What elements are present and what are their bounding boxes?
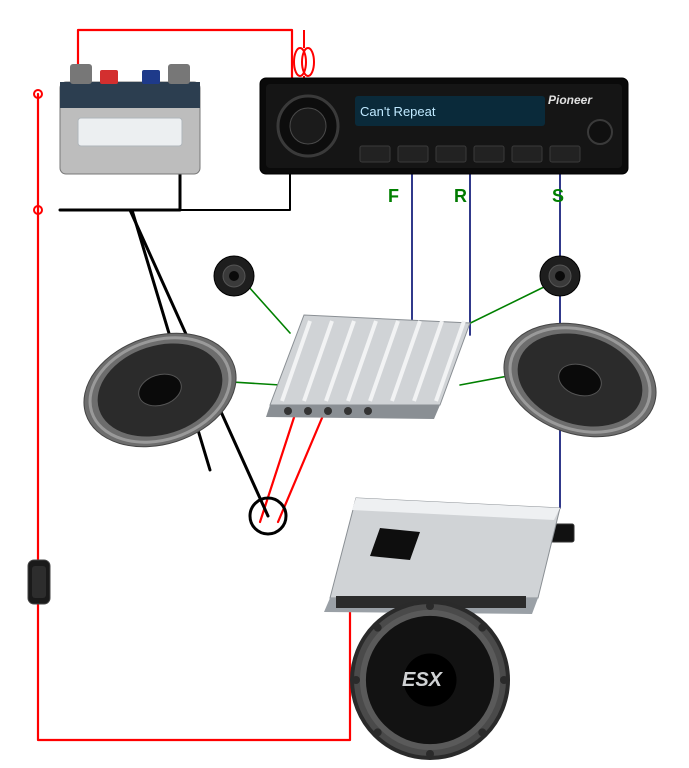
ground-ring-terminal [250, 498, 286, 534]
component-speaker [69, 315, 251, 466]
label-R: R [454, 186, 467, 207]
amplifier-mono [324, 498, 560, 614]
svg-text:Pioneer: Pioneer [548, 93, 593, 107]
subwoofer: ESX [352, 602, 508, 758]
label-S: S [552, 186, 564, 207]
head-unit: Can't Repeat Pioneer [260, 78, 628, 174]
fuse-holder [28, 560, 50, 604]
svg-text:ESX: ESX [402, 669, 444, 691]
svg-text:Can't Repeat: Can't Repeat [360, 104, 436, 119]
components-layer: Can't Repeat Pioneer ESX [0, 0, 689, 768]
tweeter [214, 256, 254, 296]
tweeter [540, 256, 580, 296]
component-speaker [489, 305, 671, 456]
amplifier-4ch [266, 315, 470, 419]
label-F: F [388, 186, 399, 207]
wiring-diagram: Can't Repeat Pioneer ESX F R S [0, 0, 689, 768]
car-battery [60, 64, 200, 174]
